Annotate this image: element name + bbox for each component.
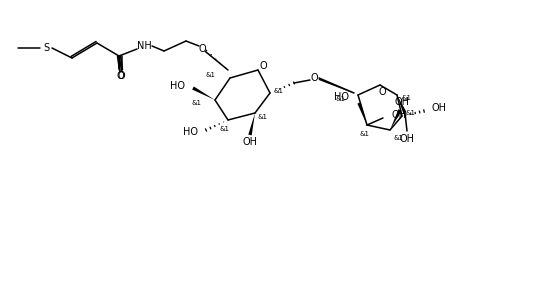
Polygon shape [357,103,367,125]
Text: OH: OH [242,137,257,147]
Polygon shape [319,78,355,94]
Text: S: S [43,43,49,53]
Text: &1: &1 [406,110,416,116]
Text: O: O [117,71,125,81]
Polygon shape [192,86,215,100]
Text: OH: OH [395,97,410,107]
Polygon shape [248,113,255,135]
Text: O: O [310,73,318,83]
Text: OH: OH [399,134,415,144]
Text: &1: &1 [335,96,345,102]
Text: OH: OH [432,103,447,113]
Text: O: O [198,44,206,54]
Text: &1: &1 [401,95,411,101]
Text: &1: &1 [192,100,202,106]
Text: &1: &1 [359,131,369,137]
Text: O: O [116,71,124,81]
Text: &1: &1 [274,88,284,94]
Polygon shape [397,95,406,114]
Text: HO: HO [170,81,185,91]
Text: &1: &1 [206,72,216,78]
Text: O: O [378,87,386,97]
Text: &1: &1 [220,126,230,132]
Text: OH: OH [391,110,406,120]
Text: HO: HO [183,127,198,137]
Text: NH: NH [137,41,151,51]
Text: &1: &1 [393,135,403,141]
Polygon shape [390,109,402,130]
Text: HO: HO [334,92,349,102]
Text: O: O [259,61,267,71]
Text: &1: &1 [258,114,268,120]
